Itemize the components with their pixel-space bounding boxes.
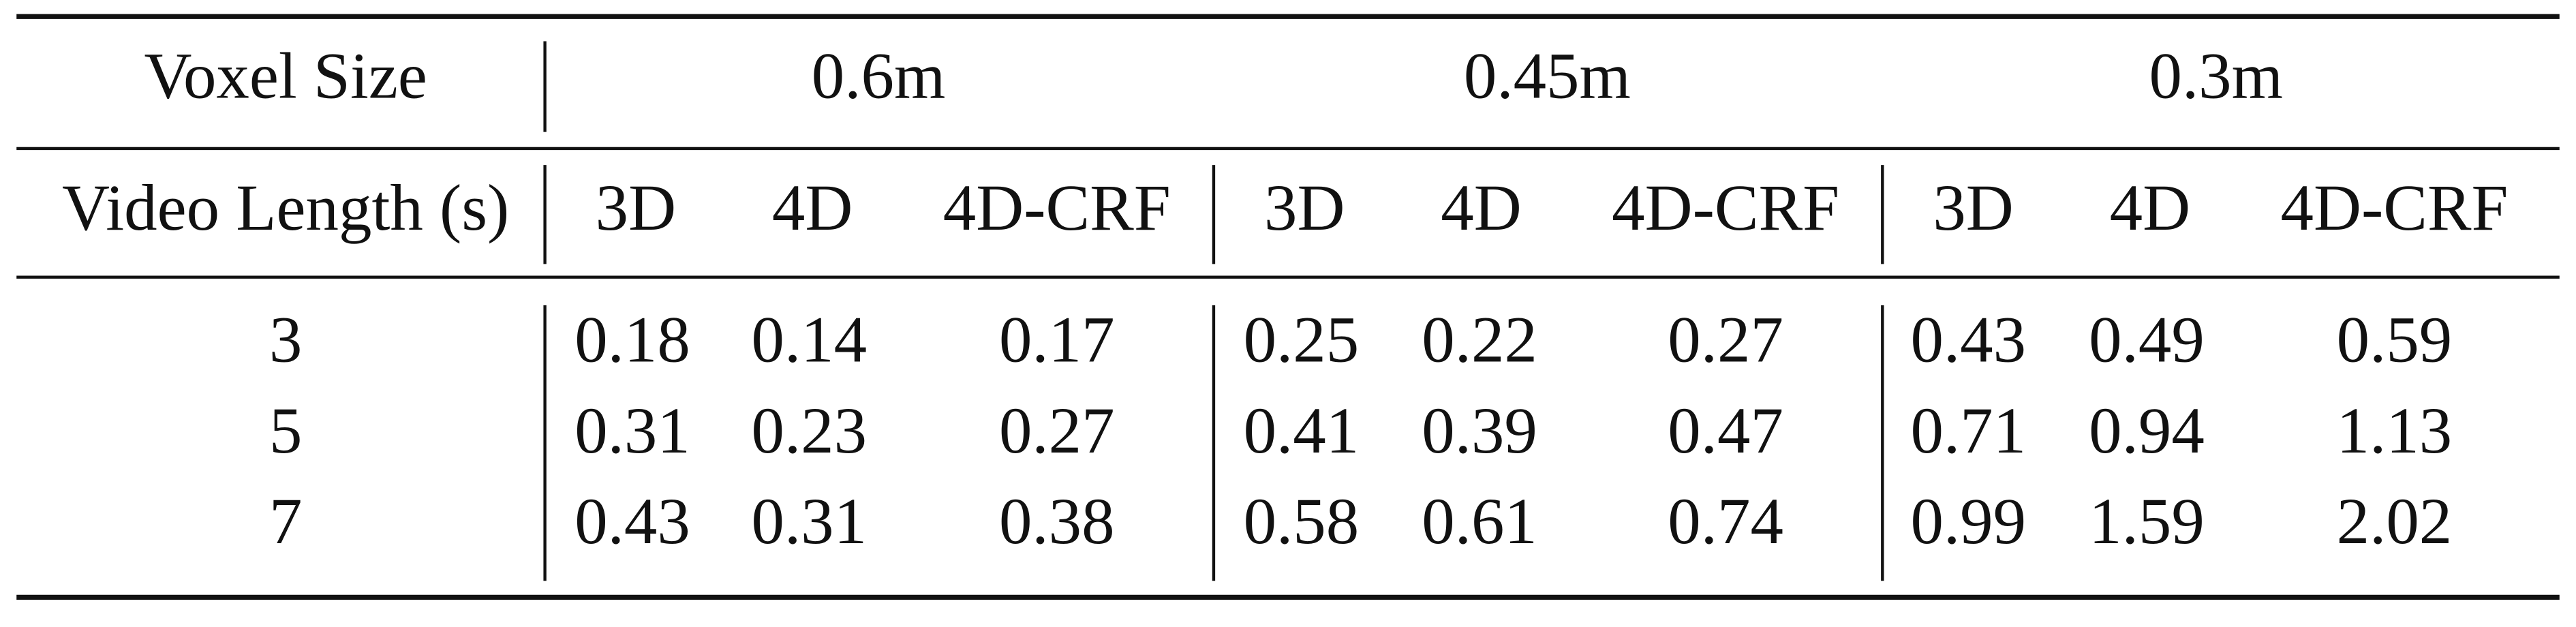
method: 4D-CRF [943,171,1171,244]
method: 4D [2110,171,2190,244]
table-cell: 0.58 [1244,485,1360,557]
video-length: 5 [269,394,302,467]
table-cell: 0.25 [1244,303,1360,376]
video-length: 7 [269,485,302,557]
table-cell: 0.43 [574,485,690,557]
table-cell: 0.17 [999,303,1115,376]
table-cell: 0.38 [999,485,1115,557]
table-cell: 0.31 [752,485,868,557]
video-length: 3 [269,303,302,376]
table-cell: 0.27 [1668,303,1783,376]
table-cell: 0.18 [574,303,690,376]
table-cell: 0.99 [1911,485,2027,557]
table-cell: 0.41 [1244,394,1360,467]
header-label: Video Length (s) [62,171,509,244]
voxel-size: 0.3m [2149,39,2284,112]
table-cell: 0.14 [752,303,868,376]
table-cell: 0.49 [2089,303,2205,376]
table-cell: 0.74 [1668,485,1783,557]
table-cell: 1.13 [2337,394,2453,467]
method: 3D [1264,171,1345,244]
method: 4D [772,171,853,244]
voxel-size: 0.45m [1464,39,1631,112]
method: 4D-CRF [1612,171,1839,244]
table-cell: 0.61 [1422,485,1537,557]
table-cell: 0.47 [1668,394,1783,467]
table-cell: 0.71 [1911,394,2027,467]
table-cell: 2.02 [2337,485,2453,557]
method: 3D [596,171,676,244]
table-cell: 0.31 [574,394,690,467]
table-cell: 0.39 [1422,394,1537,467]
table-cell: 0.27 [999,394,1115,467]
table-cell: 0.22 [1422,303,1537,376]
table-cell: 0.23 [752,394,868,467]
header-label: Voxel Size [144,39,427,112]
table-cell: 0.94 [2089,394,2205,467]
method: 3D [1933,171,2013,244]
table-cell: 1.59 [2089,485,2205,557]
table-cell: 0.59 [2337,303,2453,376]
method: 4D-CRF [2281,171,2509,244]
voxel-size: 0.6m [812,39,946,112]
method: 4D [1441,171,1521,244]
table-cell: 0.43 [1911,303,2027,376]
